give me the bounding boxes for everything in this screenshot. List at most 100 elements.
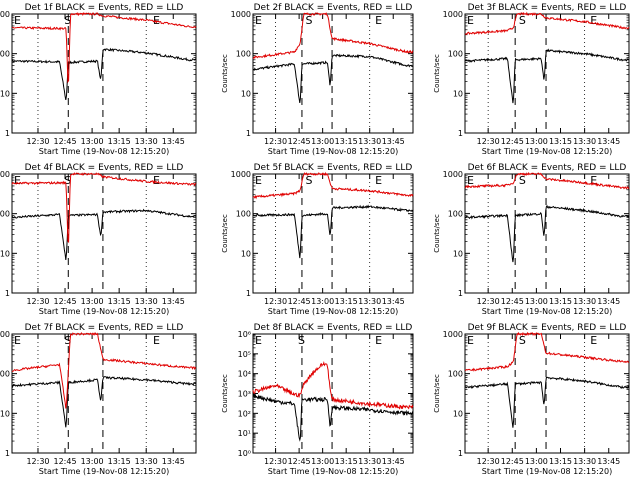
- x-tick-label: 13:45: [597, 457, 620, 466]
- marker-label: E: [255, 14, 262, 27]
- x-axis-label: Start Time (19-Nov-08 12:15:20): [482, 467, 612, 476]
- x-axis-label: Start Time (19-Nov-08 12:15:20): [39, 467, 169, 476]
- x-tick-label: 13:30: [573, 457, 596, 466]
- marker-label: E: [590, 174, 597, 187]
- x-tick-label: 13:45: [597, 137, 620, 146]
- x-tick-label: 13:45: [382, 137, 405, 146]
- x-tick-label: 13:00: [311, 297, 334, 306]
- panel-title: Det 9f BLACK = Events, RED = LLD: [468, 323, 627, 333]
- plot-frame: [11, 13, 197, 134]
- x-tick-label: 12:30: [264, 297, 287, 306]
- marker-label: E: [375, 14, 382, 27]
- y-tick-label: 1: [458, 129, 463, 138]
- y-tick-label: 10³: [238, 390, 251, 399]
- series-events: [11, 376, 197, 428]
- x-tick-label: 12:30: [26, 457, 49, 466]
- panel-title: Det 7f BLACK = Events, RED = LLD: [25, 323, 184, 333]
- marker-label: E: [14, 174, 21, 187]
- series-events: [464, 48, 630, 104]
- y-axis-label: Counts/sec: [433, 214, 441, 253]
- y-tick-label: 10: [453, 249, 463, 258]
- y-axis-label: Counts/sec: [433, 374, 441, 413]
- series-lld: [464, 11, 630, 36]
- y-tick-label: 10: [0, 249, 10, 258]
- plot-frame: [11, 333, 197, 454]
- x-tick-label: 12:45: [288, 137, 311, 146]
- plot-frame: [252, 333, 414, 454]
- y-tick-label: 10: [241, 89, 251, 98]
- x-tick-label: 13:45: [162, 457, 185, 466]
- marker-label: S: [519, 14, 526, 27]
- y-tick-label: 10⁶: [238, 330, 251, 339]
- series-lld: [11, 332, 197, 409]
- marker-label: S: [519, 174, 526, 187]
- series-lld: [252, 171, 414, 200]
- marker-label: E: [375, 334, 382, 347]
- series-lld: [252, 361, 414, 410]
- marker-label: E: [153, 334, 160, 347]
- y-tick-label: 1: [246, 129, 251, 138]
- x-tick-label: 13:30: [358, 457, 381, 466]
- marker-label: S: [64, 174, 71, 187]
- y-tick-label: 100: [448, 50, 463, 59]
- y-tick-label: 10: [453, 89, 463, 98]
- x-tick-label: 12:30: [26, 297, 49, 306]
- x-tick-label: 12:30: [264, 457, 287, 466]
- y-tick-label: 1000: [231, 10, 251, 19]
- x-tick-label: 13:30: [358, 137, 381, 146]
- y-tick-label: 1000: [0, 330, 10, 339]
- x-tick-label: 13:45: [382, 457, 405, 466]
- x-tick-label: 12:30: [477, 457, 500, 466]
- x-axis-label: Start Time (19-Nov-08 12:15:20): [268, 467, 398, 476]
- panel-det-9: Det 9f BLACK = Events, RED = LLD 1 10 100 10…: [433, 323, 630, 476]
- x-tick-label: 13:15: [549, 297, 572, 306]
- panel-det-7: Det 7f BLACK = Events, RED = LLD 1 10 100 10…: [0, 323, 197, 476]
- x-tick-label: 13:45: [597, 297, 620, 306]
- y-tick-label: 10⁵: [238, 350, 251, 359]
- series-lld: [11, 12, 197, 84]
- x-tick-label: 13:00: [525, 457, 548, 466]
- x-tick-label: 13:30: [135, 457, 158, 466]
- y-tick-label: 100: [0, 50, 10, 59]
- y-tick-label: 1000: [0, 170, 10, 179]
- panel-det-6: Det 6f BLACK = Events, RED = LLD 1 10 100 10…: [433, 163, 630, 316]
- plot-frame: [252, 13, 414, 134]
- series-events: [465, 204, 630, 263]
- x-tick-label: 13:15: [549, 457, 572, 466]
- x-tick-label: 12:45: [54, 457, 77, 466]
- y-tick-label: 100: [448, 210, 463, 219]
- x-tick-label: 13:00: [81, 297, 104, 306]
- panel-title: Det 1f BLACK = Events, RED = LLD: [25, 3, 184, 13]
- y-axis-label: Counts/sec: [221, 374, 229, 413]
- panel-title: Det 8f BLACK = Events, RED = LLD: [254, 323, 413, 333]
- marker-label: E: [255, 174, 262, 187]
- x-tick-label: 13:00: [311, 457, 334, 466]
- y-tick-label: 1: [5, 289, 10, 298]
- y-tick-label: 10: [453, 409, 463, 418]
- x-tick-label: 13:15: [335, 457, 358, 466]
- series-events: [252, 393, 414, 442]
- marker-label: E: [255, 334, 262, 347]
- series-events: [252, 53, 414, 103]
- x-tick-label: 13:30: [573, 137, 596, 146]
- plot-frame: [464, 333, 630, 454]
- marker-label: E: [590, 14, 597, 27]
- x-tick-label: 12:45: [54, 297, 77, 306]
- marker-label: E: [467, 174, 474, 187]
- y-tick-label: 1000: [443, 10, 463, 19]
- y-tick-label: 1000: [443, 330, 463, 339]
- marker-label: E: [153, 174, 160, 187]
- panel-title: Det 4f BLACK = Events, RED = LLD: [25, 163, 184, 173]
- plot-frame: [464, 13, 630, 134]
- y-tick-label: 10⁴: [238, 370, 251, 379]
- x-tick-label: 13:30: [573, 297, 596, 306]
- y-tick-label: 1000: [0, 10, 10, 19]
- panel-det-1: Det 1f BLACK = Events, RED = LLD 1 10 100 10…: [0, 3, 197, 156]
- plot-frame: [464, 173, 630, 294]
- x-tick-label: 13:30: [135, 137, 158, 146]
- x-tick-label: 12:45: [288, 297, 311, 306]
- x-axis-label: Start Time (19-Nov-08 12:15:20): [268, 147, 398, 156]
- x-axis-label: Start Time (19-Nov-08 12:15:20): [39, 307, 169, 316]
- marker-label: S: [305, 174, 312, 187]
- y-tick-label: 100: [0, 210, 10, 219]
